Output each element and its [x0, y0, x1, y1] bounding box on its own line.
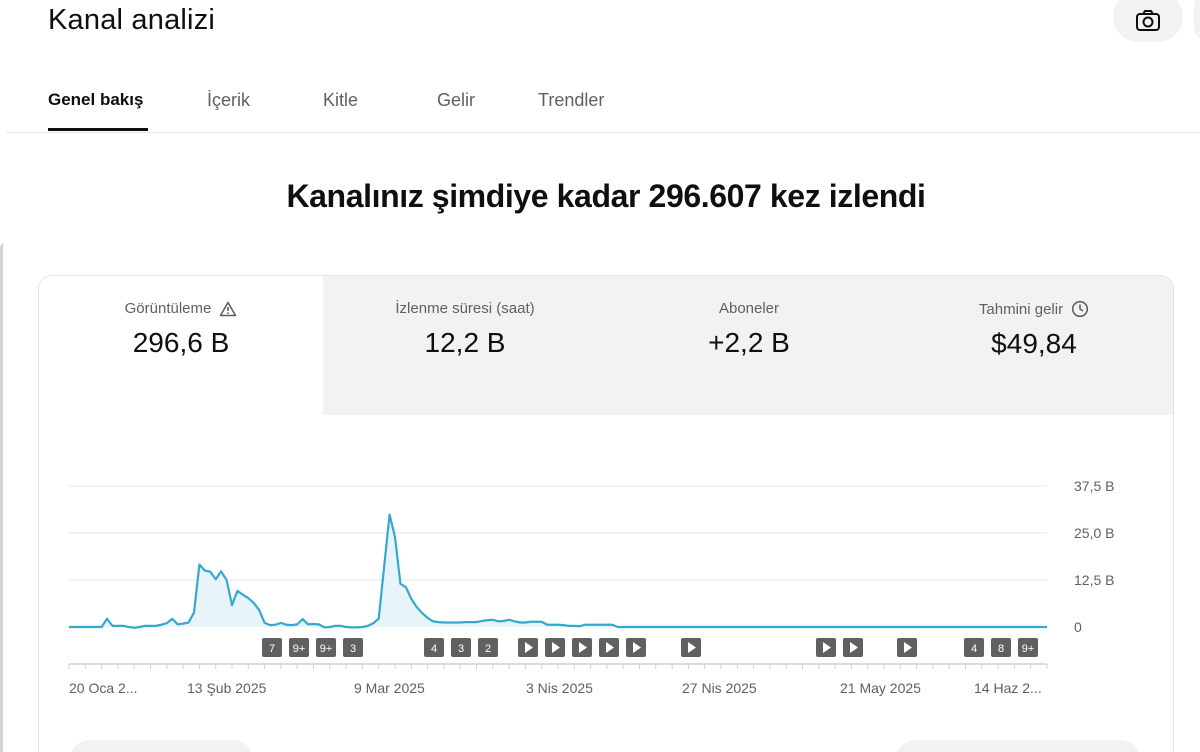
camera-button[interactable] — [1113, 0, 1183, 42]
tab-trends[interactable]: Trendler — [538, 90, 605, 110]
marker-count-label: 3 — [350, 643, 356, 655]
tab-revenue[interactable]: Gelir — [437, 90, 476, 110]
tab-overview[interactable]: Genel bakış — [48, 90, 144, 109]
marker-count-label: 9+ — [320, 643, 333, 655]
video-marker-count[interactable] — [991, 638, 1011, 657]
video-marker-count[interactable] — [289, 638, 309, 657]
video-marker-count[interactable] — [316, 638, 336, 657]
play-icon — [823, 642, 831, 653]
camera-icon — [1136, 10, 1160, 31]
marker-count-label: 4 — [431, 643, 437, 655]
clock-icon[interactable] — [1071, 300, 1089, 318]
header: Kanal analizi — [0, 0, 1200, 60]
play-icon — [688, 642, 696, 653]
y-tick-label: 25,0 B — [1074, 525, 1114, 541]
marker-count-label: 8 — [998, 643, 1004, 655]
video-marker-count[interactable] — [478, 638, 498, 657]
play-icon — [850, 642, 858, 653]
video-marker-count[interactable] — [424, 638, 444, 657]
x-tick-label: 21 May 2025 — [840, 680, 921, 696]
see-more-button[interactable] — [70, 740, 253, 752]
video-marker-count[interactable] — [451, 638, 471, 657]
metric-views[interactable]: Görüntüleme 296,6 B — [39, 276, 324, 415]
x-tick-label: 20 Oca 2... — [69, 680, 137, 696]
video-marker-count[interactable] — [964, 638, 984, 657]
x-tick-label: 3 Nis 2025 — [526, 680, 593, 696]
metric-views-value: 296,6 B — [132, 327, 230, 358]
video-marker-count[interactable] — [1018, 638, 1038, 657]
y-tick-label: 37,5 B — [1074, 478, 1114, 494]
active-tab-indicator — [48, 128, 148, 131]
warning-icon[interactable] — [219, 301, 237, 317]
tab-audience[interactable]: Kitle — [323, 90, 359, 110]
video-marker-count[interactable] — [262, 638, 282, 657]
metrics-card: Görüntüleme 296,6 B İzlenme süresi (saat… — [38, 275, 1174, 752]
tab-bar: Genel bakış İçerik Kitle Gelir Trendler — [0, 80, 1200, 133]
left-panel-edge — [0, 243, 5, 752]
overflow-button[interactable] — [1194, 0, 1200, 42]
metric-subscribers-label: Aboneler — [718, 300, 780, 317]
marker-count-label: 3 — [458, 643, 464, 655]
metric-subscribers[interactable]: Aboneler +2,2 B — [607, 276, 892, 415]
tabs-divider — [6, 132, 1200, 133]
play-icon — [633, 642, 641, 653]
x-tick-label: 14 Haz 2... — [974, 680, 1042, 696]
marker-count-label: 7 — [269, 643, 275, 655]
marker-count-label: 9+ — [293, 643, 306, 655]
y-tick-label: 12,5 B — [1074, 572, 1114, 588]
metric-views-label: Görüntüleme — [124, 300, 212, 317]
x-tick-label: 27 Nis 2025 — [682, 680, 757, 696]
tab-content[interactable]: İçerik — [207, 90, 251, 110]
views-headline: Kanalınız şimdiye kadar 296.607 kez izle… — [286, 178, 926, 214]
metric-watch-time-value: 12,2 B — [424, 327, 506, 358]
metric-revenue-value: $49,84 — [991, 328, 1077, 359]
area-fill — [69, 514, 1047, 628]
x-tick-label: 9 Mar 2025 — [354, 680, 425, 696]
marker-count-label: 4 — [971, 643, 977, 655]
page-title: Kanal analizi — [48, 4, 216, 36]
play-icon — [579, 642, 587, 653]
metric-watch-time-label: İzlenme süresi (saat) — [395, 300, 535, 317]
play-icon — [904, 642, 912, 653]
play-icon — [606, 642, 614, 653]
video-marker-count[interactable] — [343, 638, 363, 657]
advanced-mode-button[interactable] — [895, 740, 1140, 752]
play-icon — [525, 642, 533, 653]
play-icon — [552, 642, 560, 653]
metric-watch-time[interactable]: İzlenme süresi (saat) 12,2 B — [323, 276, 608, 415]
metric-revenue-label: Tahmini gelir — [978, 300, 1064, 318]
series-line — [69, 513, 1047, 629]
marker-count-label: 9+ — [1022, 643, 1035, 655]
marker-count-label: 2 — [485, 643, 491, 655]
metric-subscribers-value: +2,2 B — [708, 327, 790, 358]
metric-revenue[interactable]: Tahmini gelir $49,84 — [891, 276, 1173, 415]
y-tick-label: 0 — [1074, 619, 1082, 635]
x-tick-label: 13 Şub 2025 — [187, 680, 267, 696]
